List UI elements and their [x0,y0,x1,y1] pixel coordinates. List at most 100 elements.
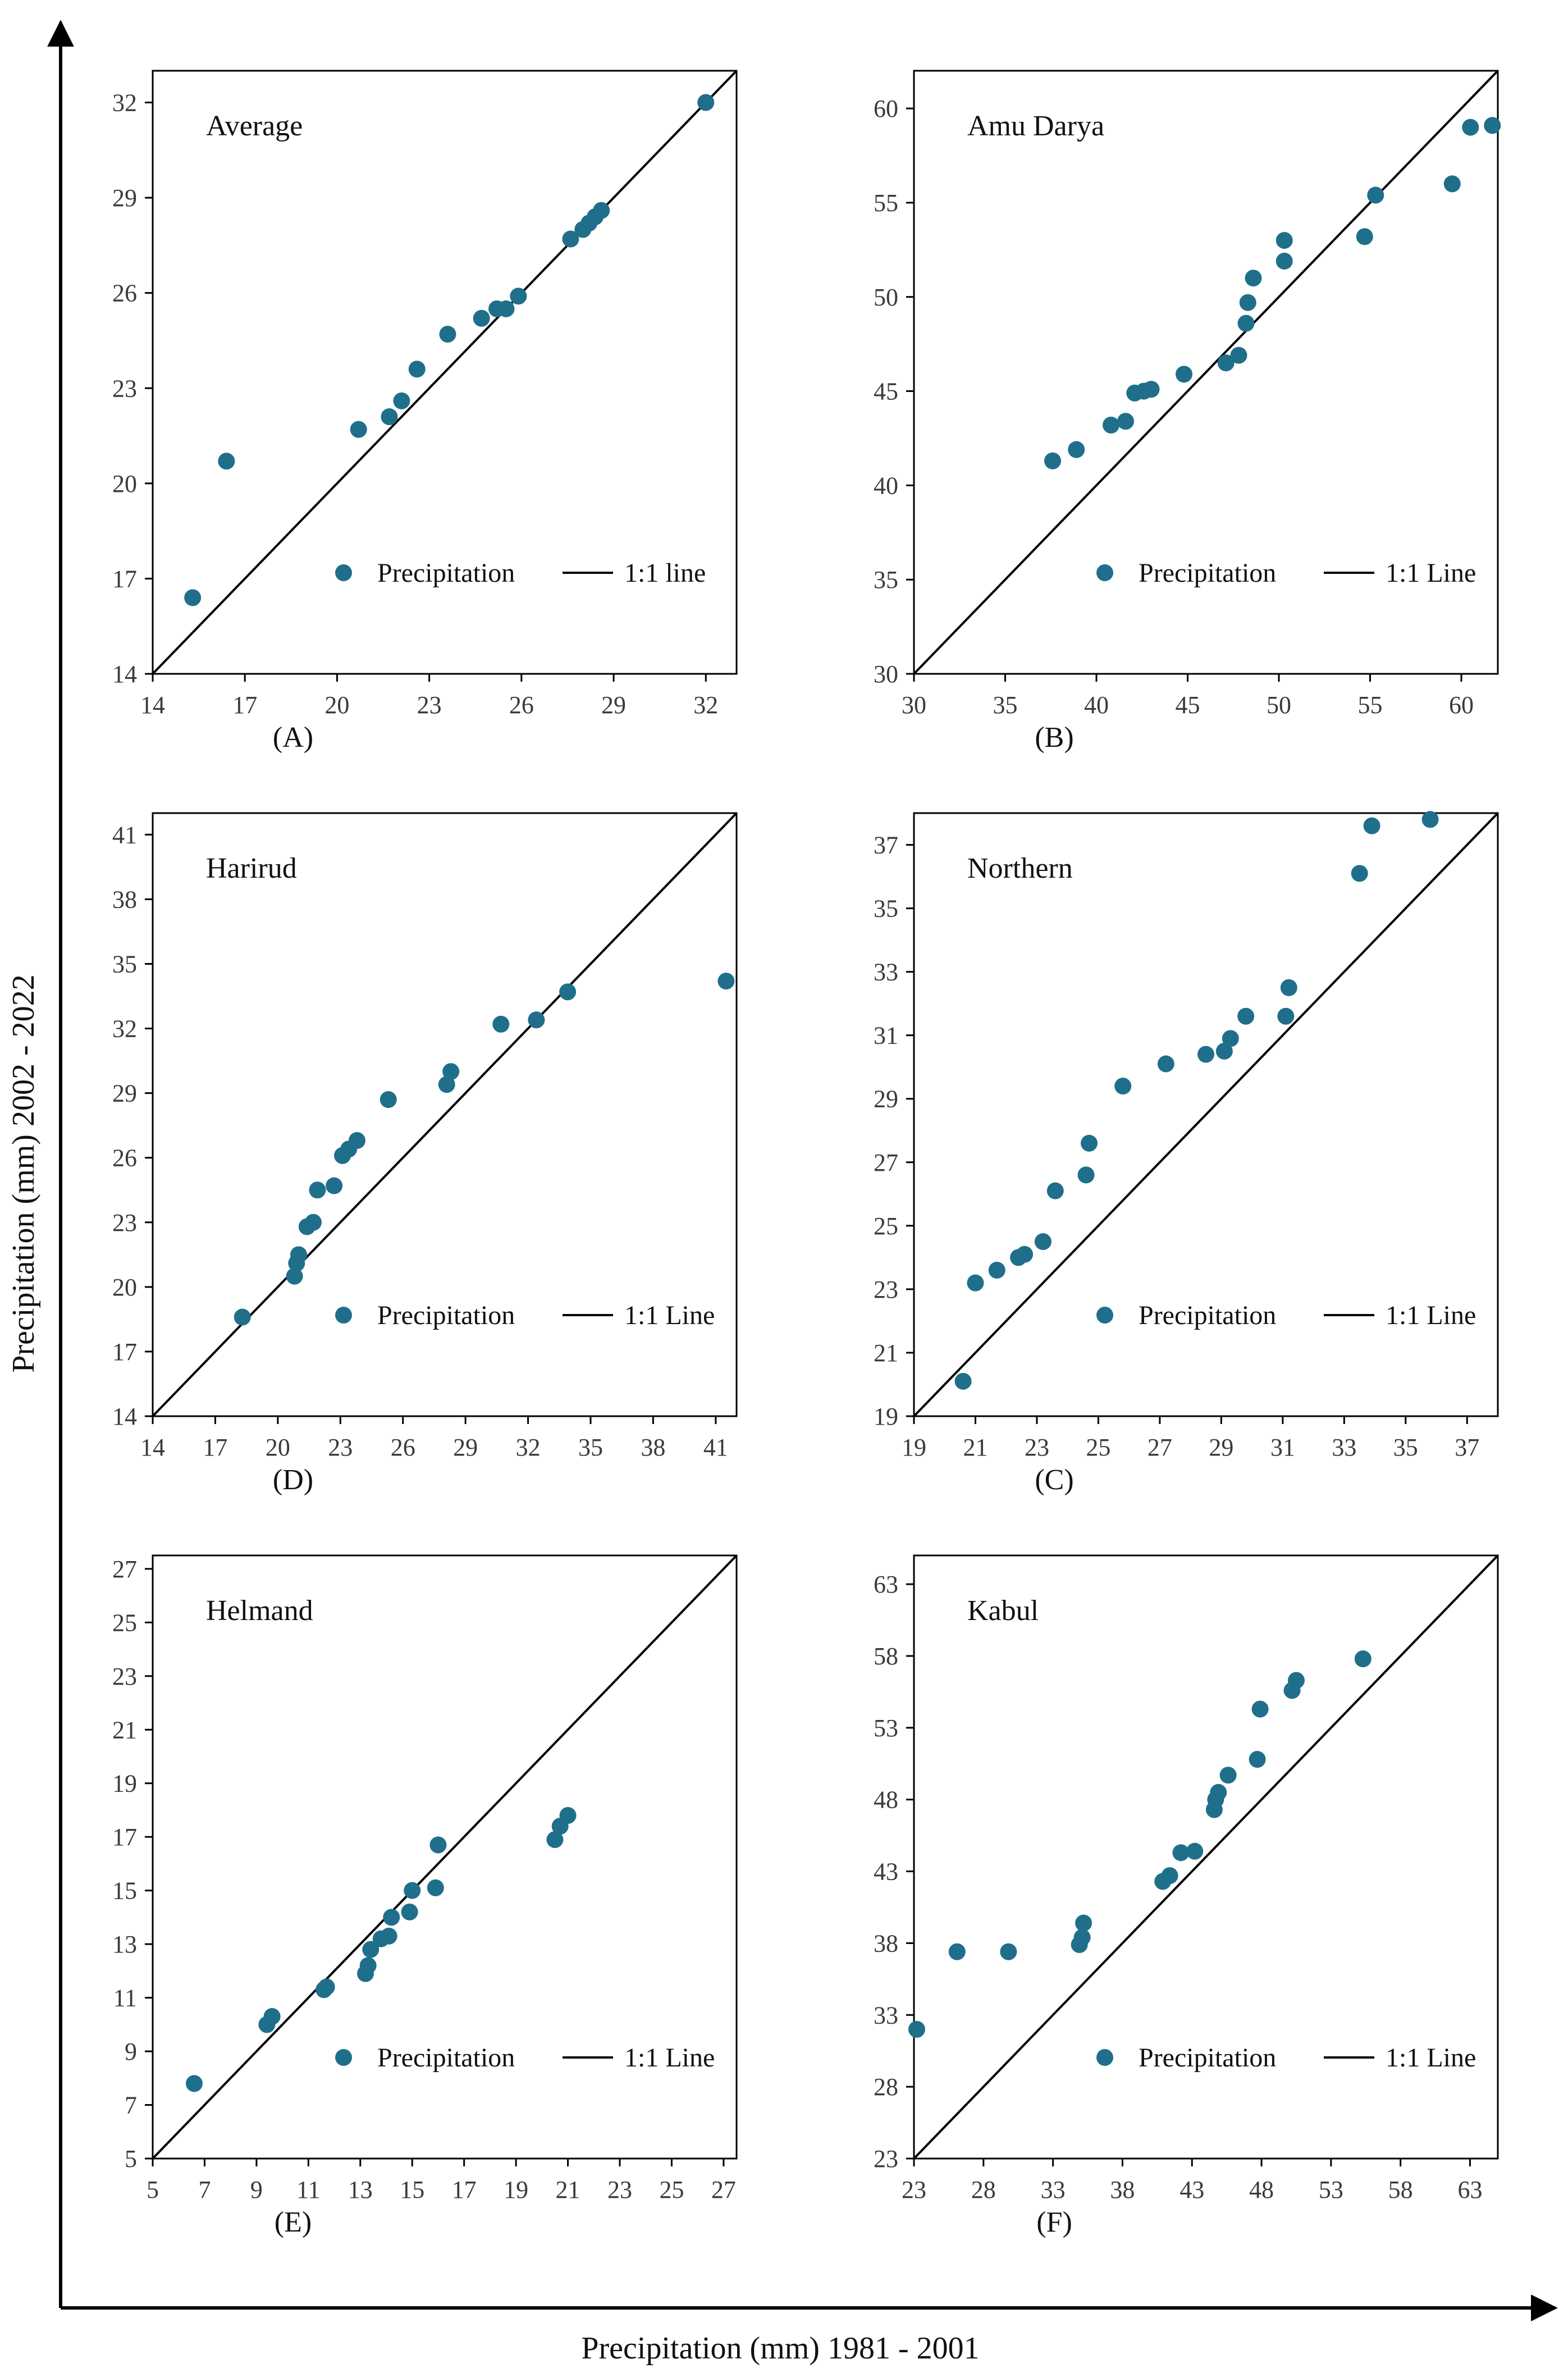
data-point [1237,314,1255,332]
x-tick-label: 55 [1358,691,1383,719]
data-point [697,94,715,111]
y-tick-label: 19 [874,1403,898,1430]
one-to-one-line [152,1554,738,2160]
data-point [1484,117,1501,134]
plot-frame-amu-darya [913,70,1499,675]
x-tick-label: 17 [452,2176,477,2203]
data-point [908,2020,925,2038]
data-point [1356,228,1373,245]
data-point [528,1011,545,1029]
legend-marker-point [1096,1307,1113,1324]
y-tick-label: 23 [112,375,137,402]
x-tick-label: 14 [140,691,165,719]
legend-label-series: Precipitation [1139,2043,1276,2073]
plot-frame-helmand [152,1554,738,2160]
y-tick-label: 27 [112,1555,137,1583]
panel-label: (A) [273,722,313,754]
data-point [967,1274,984,1292]
data-point [1114,1078,1132,1095]
y-tick-label: 63 [874,1571,898,1598]
data-point [1443,175,1461,193]
y-tick-label: 5 [125,2145,137,2173]
y-tick-label: 13 [112,1931,137,1958]
panel-label: (C) [1035,1464,1073,1496]
y-tick-label: 41 [112,821,137,848]
x-tick-label: 35 [1393,1434,1418,1461]
data-point [1034,1233,1052,1251]
y-tick-label: 35 [874,895,898,923]
data-point [439,326,456,343]
data-point [1157,1055,1174,1073]
data-point [349,1132,365,1149]
data-point [1249,1751,1266,1768]
x-tick-label: 63 [1457,2176,1482,2203]
y-tick-label: 30 [874,660,898,688]
panel-label: (B) [1035,722,1073,754]
y-tick-label: 27 [874,1149,898,1176]
data-point [1077,1166,1095,1184]
plot-frame-harirud [152,812,738,1417]
x-tick-label: 23 [607,2176,632,2203]
data-point [1176,366,1192,383]
y-tick-label: 33 [874,2001,898,2029]
x-tick-label: 19 [902,1434,926,1461]
panel-title: Amu Darya [967,110,1104,142]
y-tick-label: 60 [874,95,898,122]
data-point [1277,1007,1295,1025]
y-tick-label: 25 [874,1212,898,1240]
x-tick-label: 15 [400,2176,424,2203]
data-point [1462,118,1479,136]
data-point [1210,1783,1227,1801]
panel-average: 14 17 20 23 26 29 32 14 17 20 23 26 29 32 Average Preci… [112,70,738,754]
legend-marker-point [335,2049,352,2066]
x-tick-label: 31 [1270,1434,1295,1461]
x-tick-label: 29 [601,691,626,719]
data-point [309,1181,326,1199]
legend-label-line: 1:1 Line [624,2043,715,2073]
panel-label: (F) [1036,2206,1072,2238]
x-tick-label: 26 [391,1434,415,1461]
data-point [1075,1914,1092,1932]
y-tick-label: 20 [112,1274,137,1301]
data-point [1172,1844,1190,1861]
panel-label: (D) [273,1464,313,1496]
y-tick-label: 14 [112,660,137,688]
data-point [408,361,426,378]
data-point [286,1267,303,1285]
data-point [184,589,202,606]
data-point [381,408,398,426]
y-tick-label: 32 [112,1015,137,1043]
x-tick-label: 53 [1319,2176,1343,2203]
data-point [1351,865,1368,882]
y-tick-label: 23 [874,1276,898,1303]
data-point [1287,1672,1305,1689]
x-tick-label: 5 [147,2176,159,2203]
y-tick-label: 38 [112,886,137,913]
legend-label-line: 1:1 Line [1386,2043,1476,2073]
data-point [404,1882,421,1899]
x-tick-label: 38 [641,1434,665,1461]
plot-frame-northern [913,812,1499,1417]
data-point [559,983,577,1001]
x-tick-label: 41 [703,1434,728,1461]
data-point [1230,346,1247,364]
y-tick-label: 20 [112,470,137,498]
data-point [1280,979,1297,996]
data-point [497,300,515,317]
x-tick-label: 23 [417,691,442,719]
one-to-one-line [913,812,1499,1417]
y-tick-label: 32 [112,89,137,117]
x-tick-label: 26 [509,691,534,719]
y-tick-label: 26 [112,1144,137,1172]
x-tick-label: 19 [504,2176,528,2203]
data-point [1000,1943,1017,1960]
data-point [1354,1650,1372,1668]
legend-label-line: 1:1 line [624,558,706,588]
data-point [401,1903,418,1920]
data-point [383,1909,400,1926]
y-tick-label: 33 [874,959,898,986]
data-point [1276,252,1293,270]
data-point [988,1261,1005,1279]
data-point [593,202,610,219]
data-point [362,1941,380,1958]
